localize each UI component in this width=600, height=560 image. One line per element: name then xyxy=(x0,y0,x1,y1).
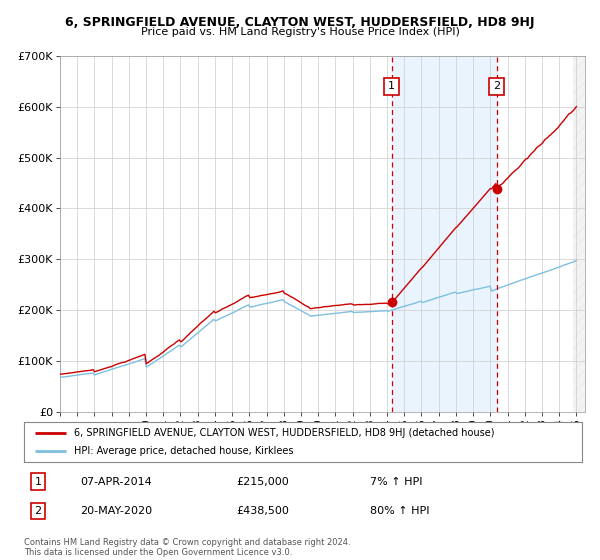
Text: 6, SPRINGFIELD AVENUE, CLAYTON WEST, HUDDERSFIELD, HD8 9HJ: 6, SPRINGFIELD AVENUE, CLAYTON WEST, HUD… xyxy=(65,16,535,29)
Text: £438,500: £438,500 xyxy=(236,506,289,516)
Text: Price paid vs. HM Land Registry's House Price Index (HPI): Price paid vs. HM Land Registry's House … xyxy=(140,27,460,37)
Text: 80% ↑ HPI: 80% ↑ HPI xyxy=(370,506,430,516)
Text: 07-APR-2014: 07-APR-2014 xyxy=(80,477,152,487)
Text: 7% ↑ HPI: 7% ↑ HPI xyxy=(370,477,422,487)
Text: 2: 2 xyxy=(34,506,41,516)
Bar xyxy=(573,56,585,412)
Text: HPI: Average price, detached house, Kirklees: HPI: Average price, detached house, Kirk… xyxy=(74,446,294,456)
Text: 6, SPRINGFIELD AVENUE, CLAYTON WEST, HUDDERSFIELD, HD8 9HJ (detached house): 6, SPRINGFIELD AVENUE, CLAYTON WEST, HUD… xyxy=(74,428,495,437)
Text: 1: 1 xyxy=(388,81,395,91)
Text: 20-MAY-2020: 20-MAY-2020 xyxy=(80,506,152,516)
Text: £215,000: £215,000 xyxy=(236,477,289,487)
Text: 2: 2 xyxy=(493,81,500,91)
Text: 1: 1 xyxy=(34,477,41,487)
Text: Contains HM Land Registry data © Crown copyright and database right 2024.
This d: Contains HM Land Registry data © Crown c… xyxy=(24,538,350,557)
Bar xyxy=(392,56,497,412)
